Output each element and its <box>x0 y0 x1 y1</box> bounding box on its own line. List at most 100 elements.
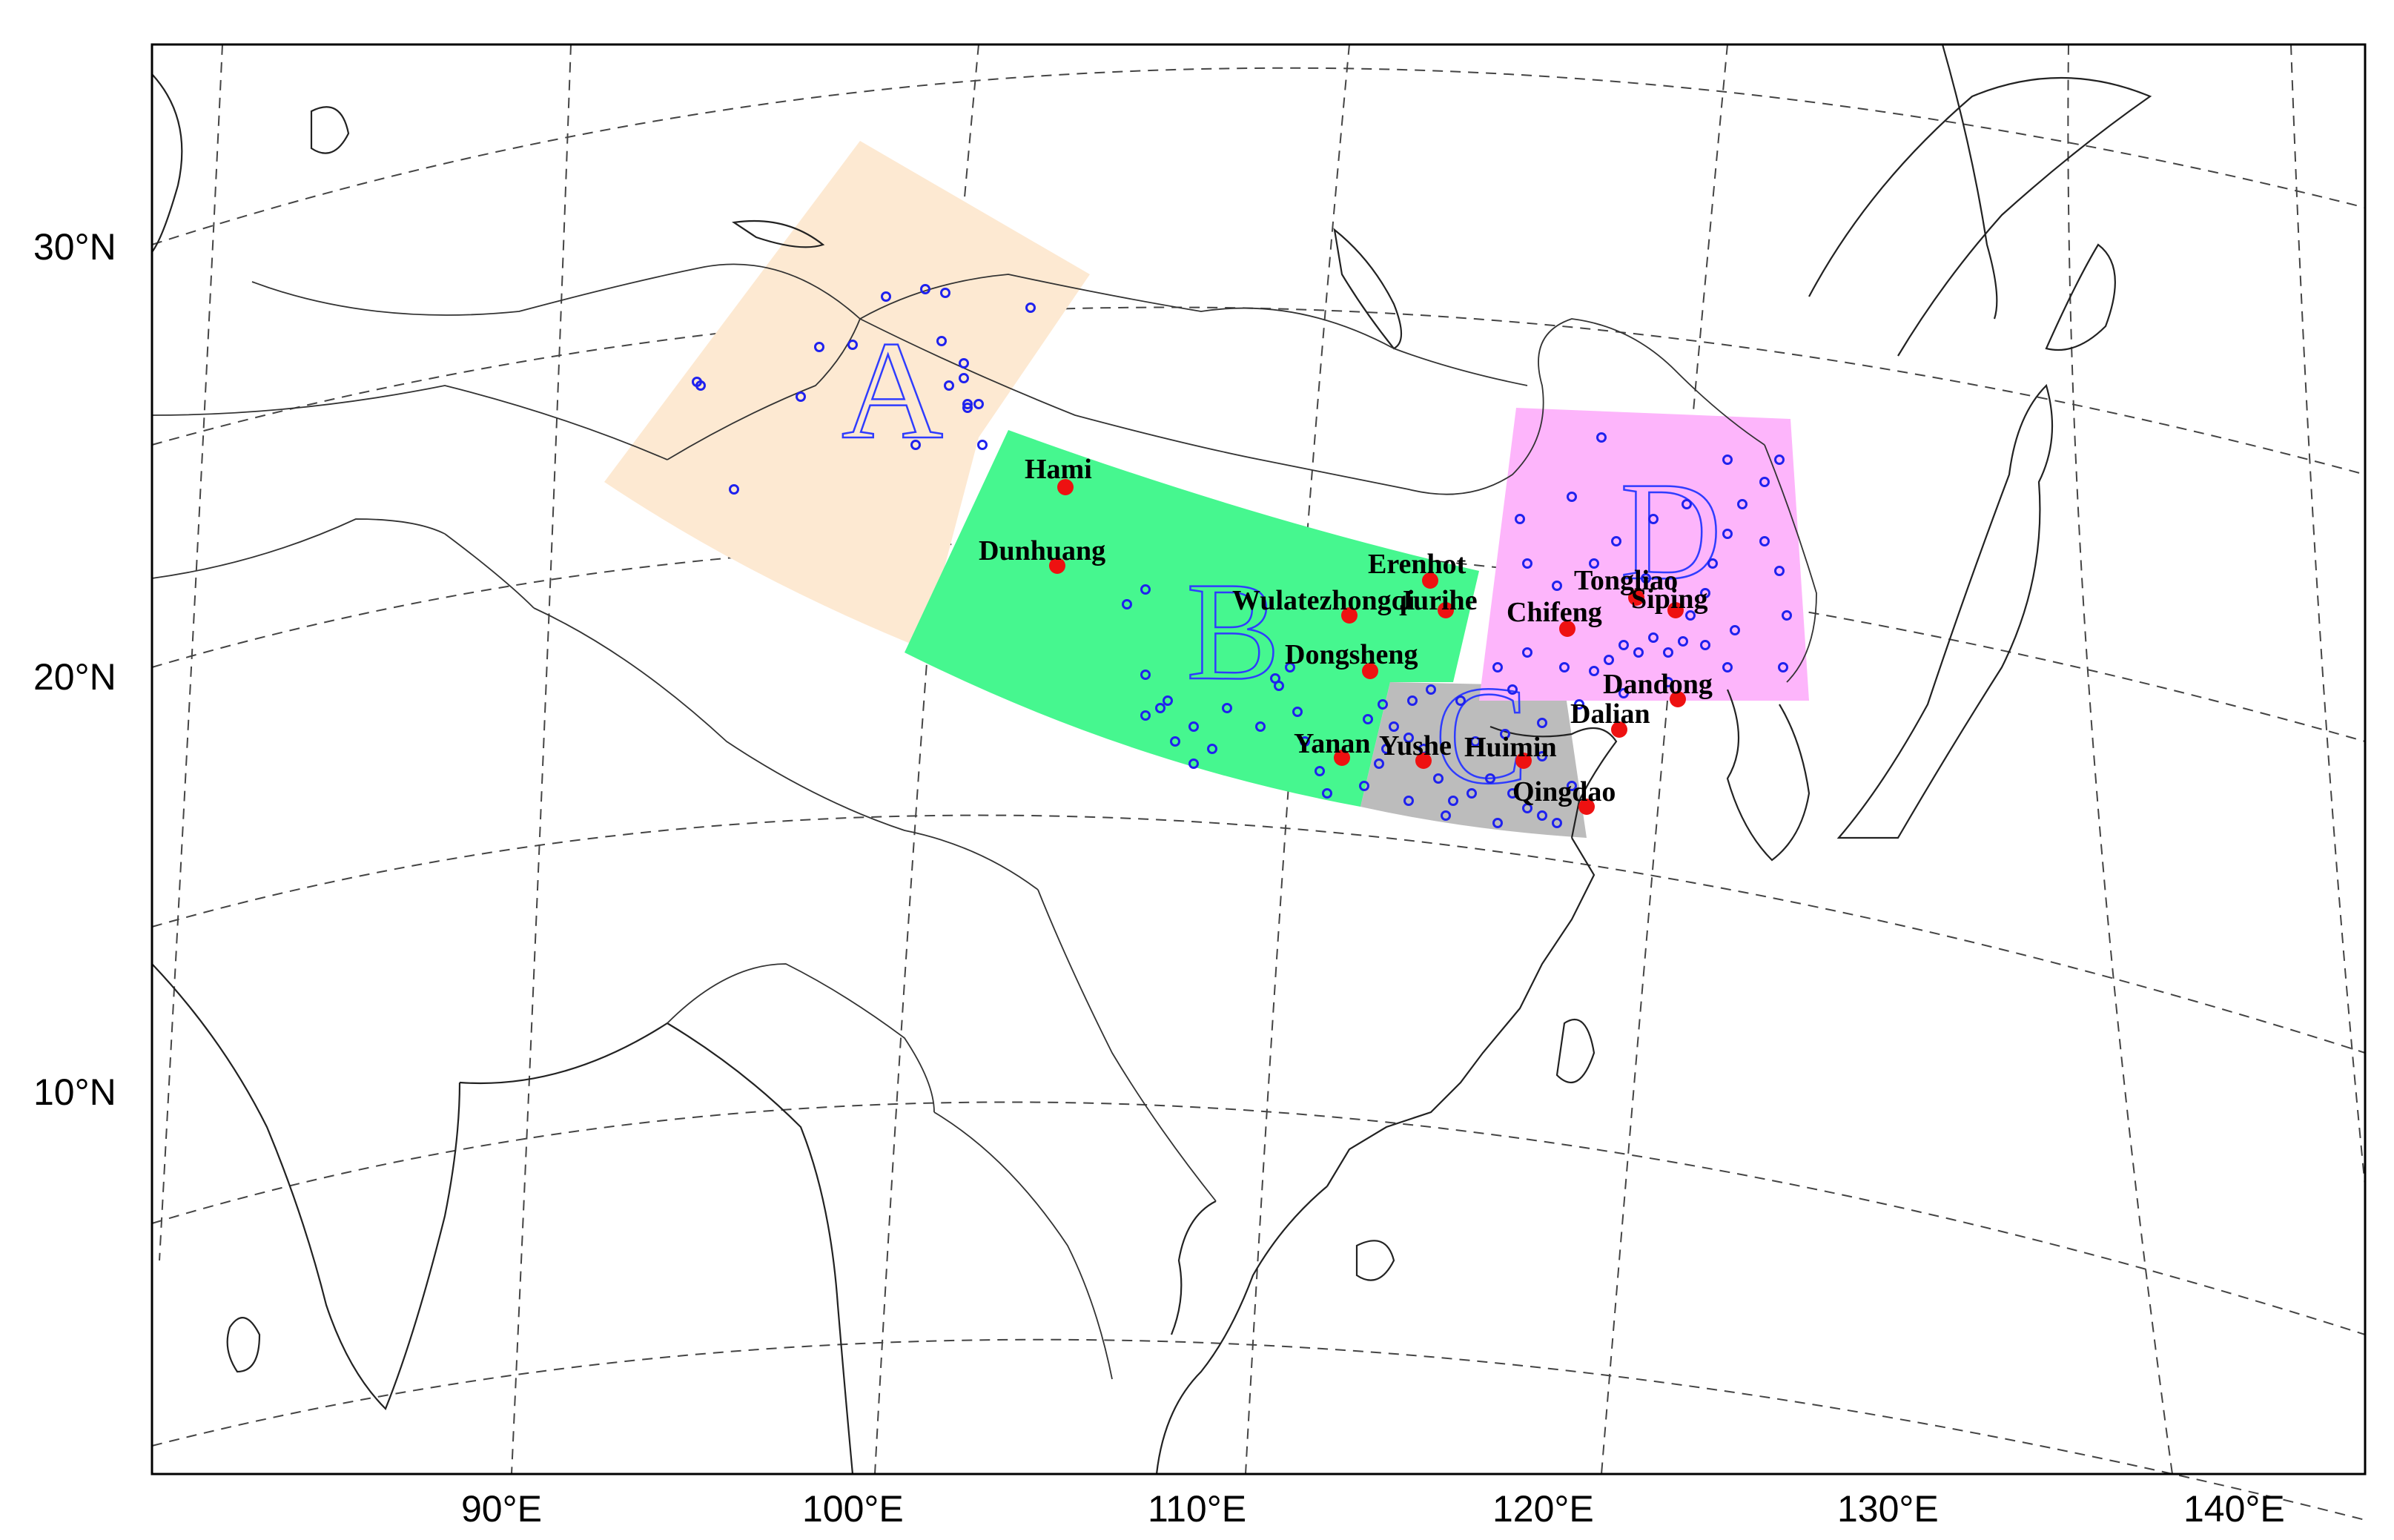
station-marker <box>920 284 930 294</box>
station-marker <box>1774 455 1785 465</box>
station-marker <box>1722 529 1733 539</box>
station-marker <box>1500 729 1510 739</box>
station-marker <box>1163 695 1173 706</box>
station-marker <box>1559 662 1570 672</box>
bay-bengal-coastline <box>459 1022 854 1475</box>
mongolia-russia-border <box>859 274 1528 386</box>
parallel-line <box>151 1338 2366 1521</box>
station-marker <box>1470 736 1481 747</box>
lat-label-20n: 20°N <box>33 656 116 698</box>
station-marker <box>959 358 969 369</box>
parallel-line <box>151 542 2366 742</box>
meridian-line <box>2290 44 2366 1187</box>
station-marker <box>847 340 858 350</box>
station-marker <box>1485 773 1495 784</box>
station-marker <box>1285 662 1295 672</box>
station-marker <box>1537 751 1547 761</box>
station-marker <box>1633 647 1644 658</box>
lon-label-120e: 120°E <box>1492 1488 1594 1530</box>
station-marker <box>962 403 973 413</box>
station-marker <box>796 391 806 402</box>
station-marker <box>1433 773 1444 784</box>
station-marker <box>1552 581 1562 591</box>
lon-label-100e: 100°E <box>802 1488 904 1530</box>
city-dot-dandong <box>1670 691 1686 707</box>
srilanka-coastline <box>226 1317 261 1373</box>
station-marker <box>936 336 947 346</box>
station-marker <box>1122 599 1132 609</box>
station-marker <box>1730 625 1740 635</box>
meridian-line <box>1245 44 1350 1475</box>
station-marker <box>1300 736 1310 747</box>
parallel-line <box>151 1101 2366 1335</box>
station-marker <box>962 399 973 409</box>
central-asia-south-border <box>151 385 668 460</box>
station-marker <box>1759 477 1770 487</box>
station-marker <box>1722 662 1733 672</box>
parallel-line <box>151 67 2366 245</box>
station-marker <box>1140 670 1151 680</box>
taiwan-coastline <box>1555 1019 1596 1083</box>
station-marker <box>1552 818 1562 828</box>
india-east-border <box>667 963 935 1113</box>
city-label-dandong: Dandong <box>1603 669 1713 700</box>
city-dot-qingdao <box>1578 799 1595 815</box>
station-marker <box>1492 662 1503 672</box>
station-marker <box>1292 707 1303 717</box>
station-marker <box>1322 788 1332 799</box>
station-marker <box>1222 703 1232 713</box>
station-marker <box>1170 736 1180 747</box>
station-marker <box>1155 703 1165 713</box>
station-marker <box>1596 432 1607 443</box>
station-marker <box>1567 781 1577 791</box>
station-marker <box>1537 810 1547 821</box>
station-marker <box>973 399 984 409</box>
station-marker <box>1407 695 1418 706</box>
station-marker <box>959 373 969 383</box>
station-marker <box>1507 684 1518 695</box>
central-asia-border <box>667 318 861 460</box>
station-marker <box>1403 796 1414 806</box>
station-marker <box>1274 681 1284 691</box>
station-marker <box>1188 759 1199 769</box>
region-label-D: D <box>1620 454 1722 609</box>
sakhalin-coastline <box>1941 44 1998 320</box>
station-marker <box>1522 558 1532 569</box>
lon-label-90e: 90°E <box>461 1488 542 1530</box>
city-label-erenhot: Erenhot <box>1368 549 1467 580</box>
city-dot-dalian <box>1611 721 1627 738</box>
region-label-A: A <box>841 313 943 469</box>
china-coastline <box>1326 837 1596 1187</box>
station-marker <box>1611 536 1621 546</box>
city-dot-erenhot <box>1422 572 1438 589</box>
japan-north-coastline <box>2045 243 2116 351</box>
japan-coastline <box>1836 383 2054 839</box>
station-marker <box>1426 684 1436 695</box>
hainan-coastline <box>1355 1240 1395 1281</box>
meridian-line <box>159 44 223 1261</box>
lon-label-110e: 110°E <box>1148 1488 1246 1530</box>
korea-coastline <box>1726 689 1811 862</box>
station-marker <box>1782 610 1792 621</box>
china-mongolia-border <box>859 318 1765 495</box>
longitude-axis-labels: 90°E 100°E 110°E 120°E 130°E 140°E <box>461 1488 2285 1530</box>
caspian-coastline <box>151 73 183 253</box>
city-label-qingdao: Qingdao <box>1512 776 1616 807</box>
station-marker <box>1663 677 1673 687</box>
china-russia-border <box>1764 444 1817 683</box>
station-marker <box>1774 566 1785 576</box>
station-marker <box>1618 640 1629 650</box>
station-marker <box>1574 699 1584 710</box>
station-marker <box>1492 818 1503 828</box>
city-dot-jurihe <box>1438 602 1454 618</box>
city-label-wulatezhongqi: Wulatezhongqi <box>1232 585 1415 616</box>
station-marker <box>1707 558 1718 569</box>
station-marker <box>1467 788 1477 799</box>
station-marker <box>1722 455 1733 465</box>
station-marker <box>1648 514 1659 524</box>
meridian-line <box>874 44 979 1475</box>
station-marker <box>1682 499 1692 509</box>
station-marker <box>977 440 988 450</box>
city-label-dalian: Dalian <box>1570 698 1650 730</box>
